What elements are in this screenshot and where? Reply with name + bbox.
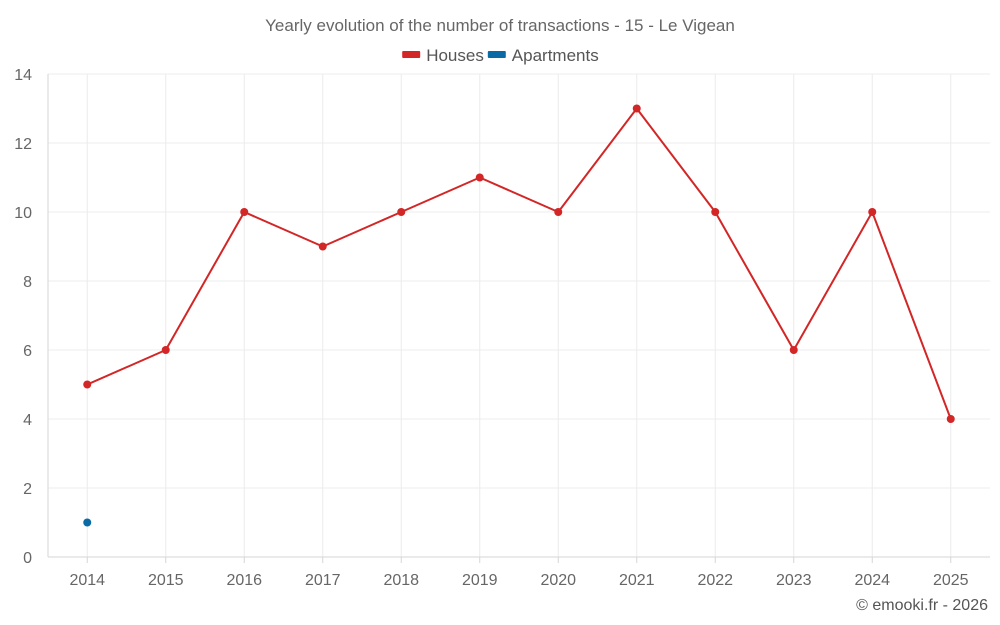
x-axis: 2014 2015 2016 2017 2018 2019 2020 2021 2022 2023…: [69, 557, 969, 589]
series-houses: [83, 104, 955, 423]
x-tick-label: 2020: [540, 572, 576, 589]
x-tick-label: 2017: [305, 572, 341, 589]
data-point-apartments[interactable]: [83, 518, 92, 527]
x-tick-label: 2025: [933, 572, 969, 589]
data-point-houses[interactable]: [475, 173, 484, 182]
data-point-houses[interactable]: [83, 380, 92, 389]
series-apartments: [83, 518, 92, 527]
x-tick-label: 2019: [462, 572, 498, 589]
y-tick-label: 14: [14, 67, 32, 84]
x-tick-label: 2018: [383, 572, 419, 589]
data-point-houses[interactable]: [554, 208, 563, 216]
data-point-houses[interactable]: [161, 346, 170, 354]
legend-label-apartments: Apartments: [512, 46, 599, 65]
x-tick-label: 2022: [697, 572, 733, 589]
data-point-houses[interactable]: [318, 242, 327, 251]
x-tick-label: 2021: [619, 572, 655, 589]
y-tick-label: 10: [14, 205, 32, 222]
legend: Houses Apartments: [402, 46, 599, 65]
x-tick-label: 2014: [69, 572, 105, 589]
data-point-houses[interactable]: [397, 208, 406, 216]
chart-title: Yearly evolution of the number of transa…: [265, 16, 735, 35]
grid: [47, 73, 990, 558]
legend-item-apartments[interactable]: Apartments: [487, 46, 599, 65]
x-tick-label: 2023: [776, 572, 812, 589]
y-tick-label: 6: [23, 343, 32, 360]
data-point-houses[interactable]: [240, 208, 249, 216]
credit-text: © emooki.fr - 2026: [856, 597, 988, 614]
data-point-houses[interactable]: [632, 104, 641, 113]
x-tick-label: 2015: [148, 572, 184, 589]
legend-label-houses: Houses: [426, 46, 484, 65]
series-line-houses: [86, 107, 952, 420]
legend-swatch-apartments: [487, 51, 506, 58]
y-tick-label: 4: [23, 412, 32, 429]
data-point-houses[interactable]: [868, 208, 877, 216]
y-tick-label: 2: [23, 481, 32, 498]
y-tick-label: 12: [14, 136, 32, 153]
y-axis: 0 2 4 6 8 10 12 14: [14, 67, 32, 567]
data-point-houses[interactable]: [789, 346, 798, 354]
x-tick-label: 2024: [854, 572, 890, 589]
series-layer: [83, 104, 955, 527]
legend-item-houses[interactable]: Houses: [402, 46, 484, 65]
data-point-houses[interactable]: [946, 415, 955, 423]
y-tick-label: 8: [23, 274, 32, 291]
y-tick-label: 0: [23, 550, 32, 567]
legend-swatch-houses: [402, 51, 421, 58]
data-point-houses[interactable]: [711, 208, 720, 216]
x-tick-label: 2016: [226, 572, 262, 589]
